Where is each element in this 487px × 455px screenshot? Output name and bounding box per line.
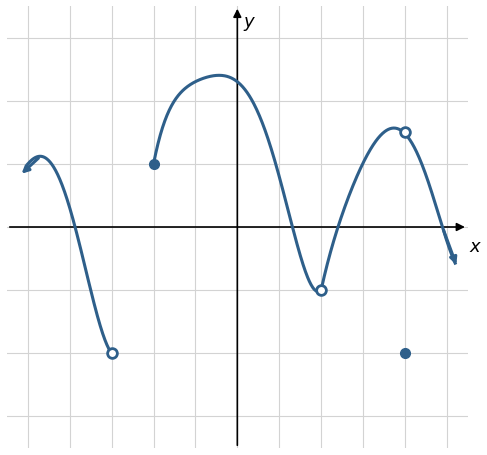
Text: y: y (244, 13, 254, 31)
Text: x: x (470, 238, 481, 255)
